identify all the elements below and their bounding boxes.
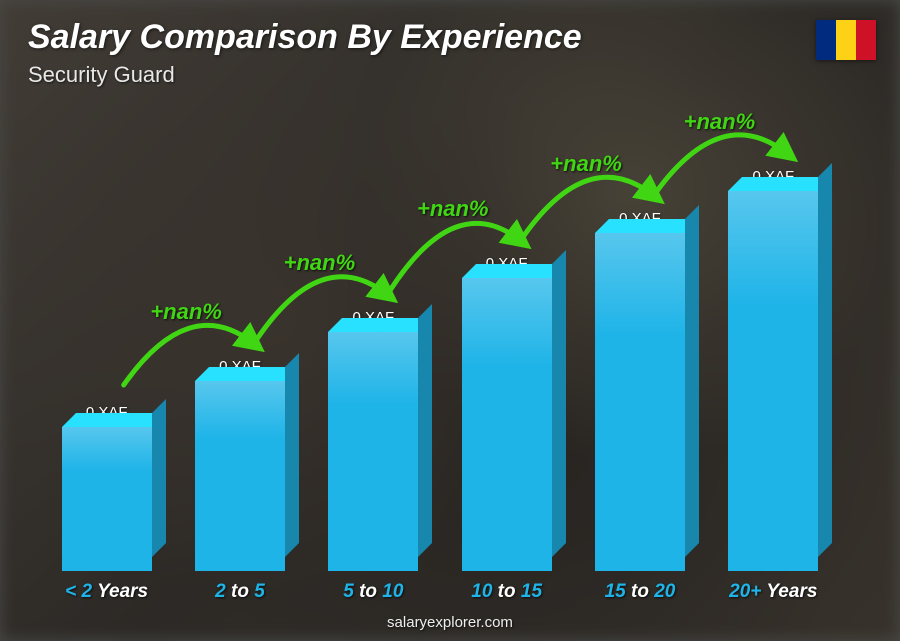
footer-credit: salaryexplorer.com: [0, 614, 900, 631]
x-axis-label: < 2 Years: [52, 581, 162, 603]
chart-container: Salary Comparison By Experience Security…: [0, 0, 900, 641]
x-axis-label: 15 to 20: [585, 581, 695, 603]
x-axis-label: 20+ Years: [718, 581, 828, 603]
growth-arc: [257, 277, 386, 339]
x-axis-label: 2 to 5: [185, 581, 295, 603]
growth-arc: [524, 177, 653, 236]
growth-arc: [124, 325, 253, 385]
growth-arc: [657, 135, 786, 191]
flag-stripe-1: [816, 20, 836, 60]
x-axis-label: 10 to 15: [452, 581, 562, 603]
chart-subtitle: Security Guard: [28, 62, 175, 88]
flag-icon: [816, 20, 876, 60]
arcs-layer: [40, 120, 840, 571]
growth-arc: [390, 223, 519, 290]
chart-title: Salary Comparison By Experience: [28, 18, 582, 57]
flag-stripe-2: [836, 20, 856, 60]
flag-stripe-3: [856, 20, 876, 60]
x-axis-labels: < 2 Years 2 to 5 5 to 10 10 to 15 15 to 20 20…: [40, 581, 840, 603]
chart-area: 0 XAF0 XAF0 XAF0 XAF0 XAF0 XAF +nan%+nan…: [40, 120, 840, 571]
x-axis-label: 5 to 10: [318, 581, 428, 603]
